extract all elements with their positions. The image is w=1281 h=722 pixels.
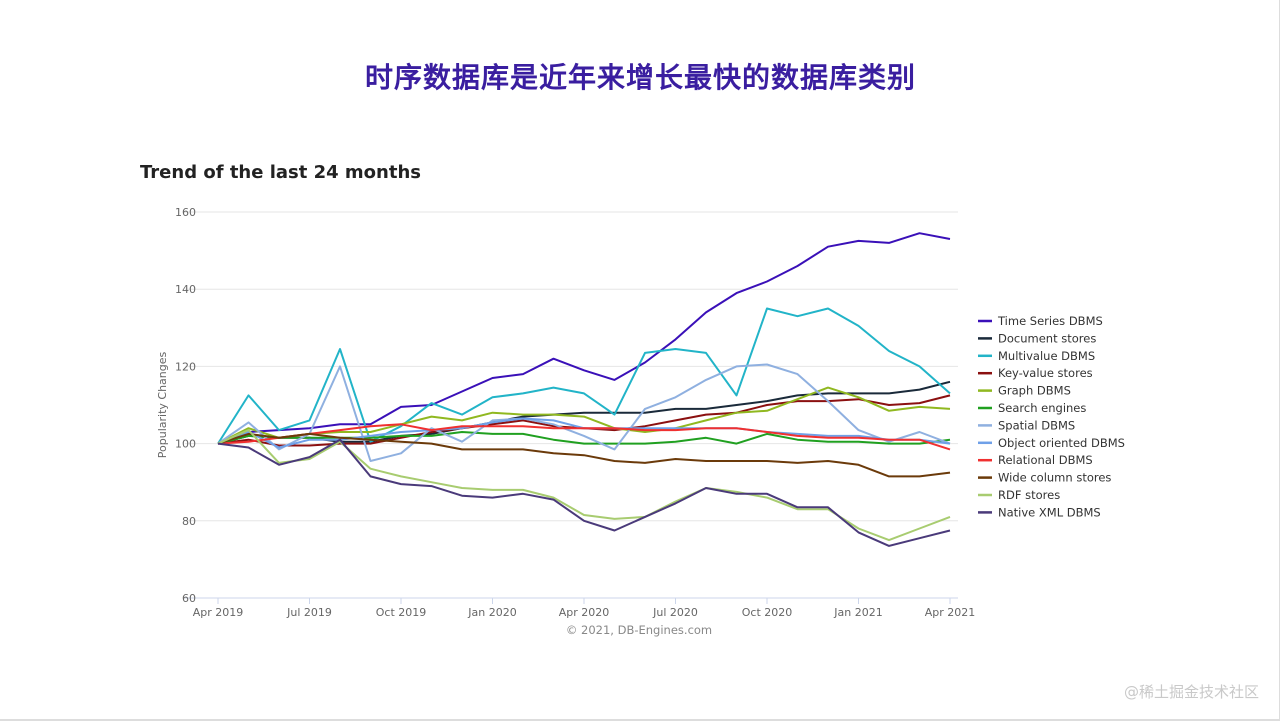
x-tick-label: Jul 2019 (286, 606, 332, 619)
series-line-time-series-dbms (217, 232, 951, 445)
x-tick-label: Jan 2021 (833, 606, 882, 619)
x-tick-label: Apr 2020 (559, 606, 610, 619)
series-line-graph-dbms (217, 386, 951, 445)
legend-item: Native XML DBMS (998, 505, 1101, 519)
series-line-wide-column-stores (217, 432, 951, 478)
series-line-native-xml-dbms (217, 438, 951, 547)
y-tick-label: 100 (175, 438, 196, 451)
legend-item: Key-value stores (998, 366, 1093, 380)
y-tick-label: 140 (175, 283, 196, 296)
legend-item: Spatial DBMS (998, 418, 1075, 432)
legend-item: Object oriented DBMS (998, 436, 1125, 450)
legend-item: Graph DBMS (998, 384, 1071, 398)
y-tick-label: 160 (175, 206, 196, 219)
chart-credit: © 2021, DB-Engines.com (566, 623, 712, 637)
x-tick-label: Apr 2019 (193, 606, 244, 619)
series-line-multivalue-dbms (217, 307, 951, 445)
legend-item: Wide column stores (998, 471, 1111, 485)
legend-item: RDF stores (998, 488, 1060, 502)
legend-item: Time Series DBMS (997, 314, 1103, 328)
series-line-relational-dbms (217, 423, 951, 451)
y-tick-label: 120 (175, 360, 196, 373)
chart-title: Trend of the last 24 months (140, 162, 421, 183)
y-tick-label: 80 (182, 515, 196, 528)
legend-item: Multivalue DBMS (998, 349, 1095, 363)
slide-title: 时序数据库是近年来增长最快的数据库类别 (364, 61, 916, 94)
x-tick-label: Apr 2021 (925, 606, 976, 619)
x-tick-label: Jul 2020 (652, 606, 698, 619)
legend-item: Document stores (998, 331, 1096, 345)
y-axis-label: Popularity Changes (156, 351, 169, 458)
legend-item: Relational DBMS (998, 453, 1093, 467)
x-tick-label: Jan 2020 (467, 606, 516, 619)
x-tick-label: Oct 2019 (376, 606, 427, 619)
y-tick-label: 60 (182, 592, 196, 605)
series-line-rdf-stores (217, 429, 951, 542)
x-tick-label: Oct 2020 (742, 606, 793, 619)
watermark: @稀土掘金技术社区 (1123, 683, 1259, 701)
legend-item: Search engines (998, 401, 1086, 415)
series-line-spatial-dbms (217, 363, 951, 462)
